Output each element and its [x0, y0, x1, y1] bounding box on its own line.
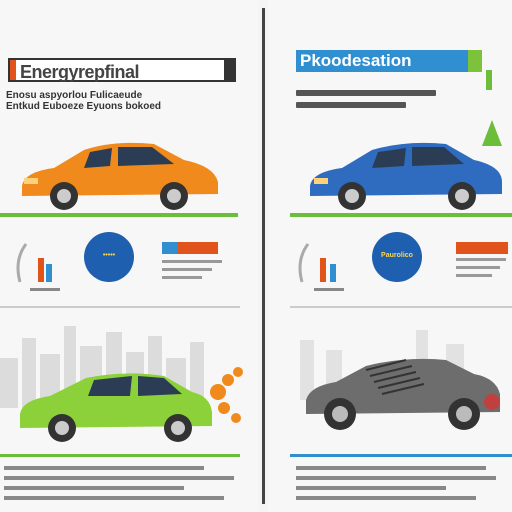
right-gauge-chart-icon	[298, 243, 344, 291]
left-footer-text-1	[4, 466, 204, 470]
right-footer-blue-line	[290, 454, 512, 457]
right-flag-chart	[456, 242, 508, 277]
right-footer-text-1	[296, 466, 486, 470]
right-separator	[290, 306, 512, 308]
right-circle-label: Paurolico	[381, 252, 413, 259]
right-footer-text-4	[296, 496, 476, 500]
left-footer-text-3	[4, 486, 184, 490]
green-car-illustration	[20, 367, 243, 442]
right-title: Pkoodesation	[300, 51, 412, 70]
right-title-box: Pkoodesation	[296, 50, 482, 72]
right-info-circle: Paurolico	[372, 232, 422, 282]
green-markers-icon	[482, 70, 502, 146]
blue-car-illustration	[310, 142, 502, 210]
left-title: Energyrepfinal	[20, 62, 140, 82]
left-footer-text-2	[4, 476, 234, 480]
panel-divider	[262, 8, 265, 504]
left-subtitle: Enosu aspyorlou Fulicaeude Entkud Euboez…	[6, 90, 236, 112]
subtitle-line-2: Entkud Euboeze Eyuons bokoed	[6, 101, 162, 112]
damaged-car-illustration	[300, 330, 500, 430]
left-footer-green-line	[0, 454, 240, 457]
right-subtitle-line-1	[296, 90, 436, 96]
left-separator	[0, 306, 240, 308]
left-info-circle: •••••	[84, 232, 134, 282]
right-footer-text-2	[296, 476, 496, 480]
left-title-box: Energyrepfinal	[8, 58, 236, 82]
title-cap	[224, 60, 234, 80]
right-ground-line	[290, 213, 512, 217]
left-flag-chart	[162, 242, 222, 279]
left-footer-text-4	[4, 496, 224, 500]
right-footer-text-3	[296, 486, 446, 490]
right-subtitle-line-2	[296, 102, 406, 108]
title-accent-bar	[10, 60, 16, 80]
left-panel: Energyrepfinal Enosu aspyorlou Fulicaeud…	[0, 58, 243, 500]
subtitle-line-1: Enosu aspyorlou Fulicaeude	[6, 90, 143, 101]
left-ground-line	[0, 213, 238, 217]
orange-car-illustration	[22, 142, 218, 210]
title-tick	[468, 50, 482, 72]
gauge-chart-icon	[16, 243, 60, 291]
